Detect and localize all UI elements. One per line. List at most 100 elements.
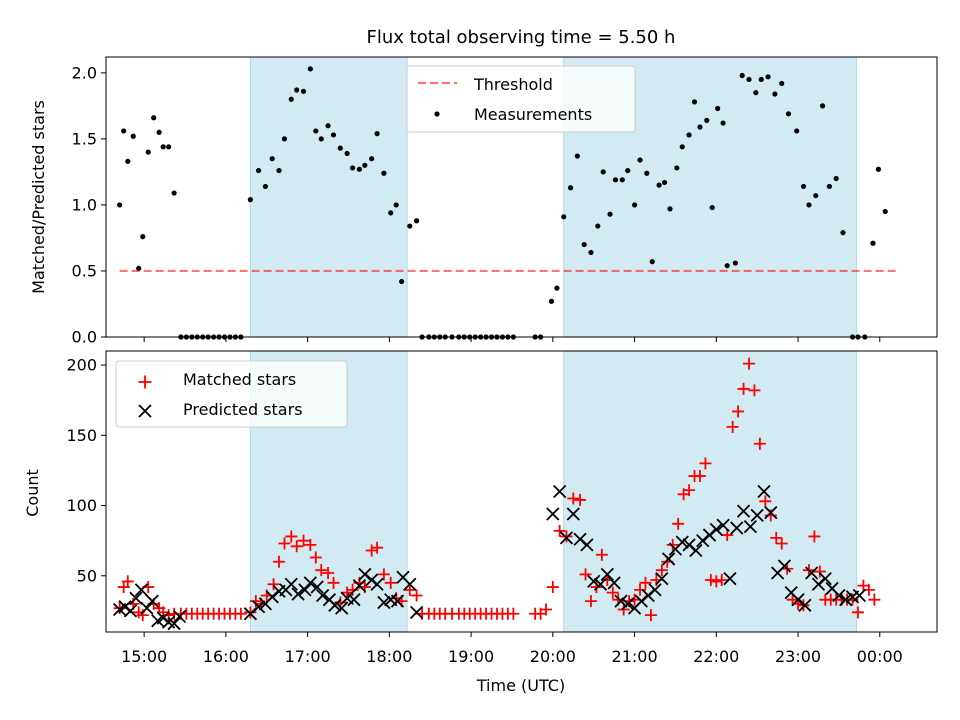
measurement-point — [619, 177, 625, 183]
bottom-legend-box — [115, 360, 348, 428]
measurement-point — [686, 132, 692, 138]
measurement-point — [765, 74, 771, 80]
measurement-point — [393, 202, 399, 208]
matched-star-point — [290, 540, 303, 553]
measurement-point — [779, 80, 785, 87]
measurement-point — [307, 66, 313, 72]
y-tick-label: 50 — [77, 566, 97, 585]
predicted-star-point — [251, 600, 266, 614]
matched-star-point — [297, 534, 310, 547]
measurement-point — [388, 210, 394, 216]
top-plot-frame — [105, 56, 938, 338]
measurement-point — [288, 96, 294, 102]
predicted-star-point — [655, 571, 669, 586]
measurement-point — [709, 204, 715, 211]
predicted-star-point — [675, 535, 689, 549]
predicted-star-point — [818, 571, 832, 586]
predicted-star-point — [798, 598, 812, 612]
matched-star-point — [710, 575, 723, 588]
matched-star-point — [341, 586, 354, 599]
predicted-star-point — [303, 576, 317, 590]
matched-star-point — [770, 531, 783, 544]
matched-star-point — [732, 405, 745, 418]
bottom-y-axis-label: Count — [23, 469, 42, 517]
matched-star-point — [540, 603, 553, 616]
top-y-axis-label: Matched/Predicted stars — [29, 100, 48, 294]
predicted-stars-series — [112, 484, 866, 631]
predicted-star-point — [310, 580, 324, 594]
matched-star-point — [743, 357, 756, 370]
y-tick-label: 0.0 — [72, 328, 97, 347]
matched-star-point — [546, 581, 559, 594]
measurement-point — [554, 285, 560, 291]
matched-star-point — [639, 576, 652, 589]
measurement-point — [337, 145, 343, 151]
predicted-star-point — [661, 552, 676, 566]
matched-star-point — [560, 530, 573, 543]
matched-star-point — [748, 384, 761, 397]
measurement-point — [785, 111, 792, 117]
matched-star-point — [666, 538, 679, 551]
measurement-point — [720, 120, 726, 126]
matched-star-point — [278, 537, 291, 550]
predicted-star-point — [736, 504, 751, 518]
matched-star-point — [327, 576, 340, 589]
matched-star-point — [304, 538, 317, 551]
predicted-star-point — [716, 518, 730, 532]
y-tick-label: 100 — [66, 496, 97, 515]
measurement-point — [649, 259, 655, 265]
measurement-point — [679, 144, 685, 150]
matched-star-point — [584, 595, 597, 608]
matched-star-point — [579, 568, 592, 581]
bottom-legend: Matched stars Predicted stars — [115, 360, 348, 428]
matched-star-point — [693, 470, 706, 483]
predicted-star-point — [347, 593, 361, 607]
matched-star-point — [403, 583, 416, 596]
predicted-star-point — [291, 587, 305, 601]
matched-star-point — [574, 493, 587, 506]
measurement-point — [715, 105, 721, 112]
measurement-point — [171, 190, 177, 196]
matched-star-point — [267, 578, 280, 591]
x-tick-label: 17:00 — [285, 647, 331, 666]
matched-star-point — [410, 589, 423, 602]
measurement-point — [644, 170, 650, 176]
y-tick-label: 0.5 — [72, 261, 97, 280]
measurement-point — [374, 131, 380, 137]
matched-star-point — [371, 541, 384, 554]
measurement-point — [870, 240, 876, 246]
measurement-point — [255, 167, 262, 174]
measurement-point — [581, 241, 587, 248]
predicted-star-point — [839, 593, 853, 607]
x-tick-label: 19:00 — [448, 647, 494, 666]
matched-star-point — [507, 607, 520, 620]
measurement-point — [612, 177, 619, 183]
measurement-point — [318, 136, 324, 142]
top-x-axis-ticks — [143, 337, 881, 342]
measurements-series — [117, 66, 888, 340]
matched-star-point — [672, 517, 685, 530]
measurement-point — [661, 179, 668, 186]
legend-predicted-label: Predicted stars — [183, 400, 303, 419]
measurement-point — [567, 185, 574, 191]
bottom-panel: 50 100 150 200 15:00 16:00 17:00 18:00 19:00 20:… — [23, 350, 938, 695]
measurement-point — [758, 76, 764, 83]
predicted-star-point — [743, 519, 758, 534]
measurement-point — [600, 169, 606, 175]
x-tick-label: 18:00 — [366, 647, 412, 666]
matched-star-point — [234, 607, 247, 620]
matched-star-point — [868, 593, 881, 606]
predicted-star-point — [730, 521, 744, 535]
top-shaded-intervals — [249, 56, 858, 338]
matched-star-point — [315, 564, 328, 577]
legend-measurements-label: Measurements — [474, 105, 592, 124]
predicted-star-point — [553, 484, 567, 499]
matched-star-point — [384, 576, 397, 589]
legend-measurements-swatch — [434, 111, 440, 117]
matched-star-point — [808, 530, 821, 543]
predicted-star-point — [600, 567, 614, 582]
bottom-plot-frame — [105, 350, 938, 633]
matched-star-point — [715, 574, 728, 587]
measurement-point — [300, 88, 307, 94]
measurement-point — [325, 123, 331, 129]
